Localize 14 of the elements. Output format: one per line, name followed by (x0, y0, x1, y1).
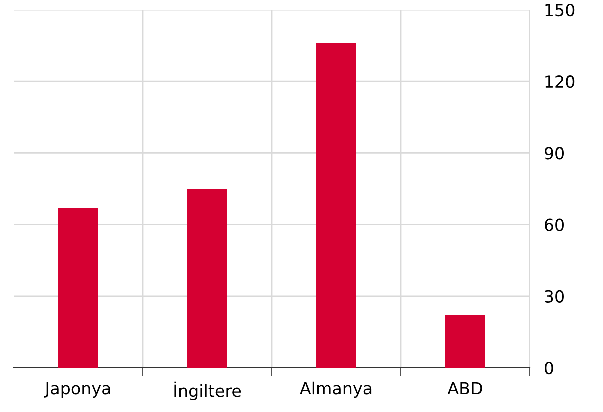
y-tick-label: 90 (544, 147, 564, 160)
y-tick-label: 0 (544, 362, 554, 375)
bar (446, 315, 486, 368)
y-tick-label: 150 (546, 4, 575, 17)
bar (58, 208, 98, 368)
y-tick-label: 120 (546, 76, 575, 88)
bar (188, 189, 228, 368)
y-tick-label: 30 (545, 290, 564, 303)
bar (316, 43, 356, 368)
x-tick-label: Almanya (300, 382, 372, 398)
x-tick-label: ABD (448, 382, 482, 395)
x-tick-label: İngiltere (174, 382, 242, 401)
x-tick-label: Japonya (44, 382, 110, 398)
y-tick-label: 60 (545, 218, 564, 232)
